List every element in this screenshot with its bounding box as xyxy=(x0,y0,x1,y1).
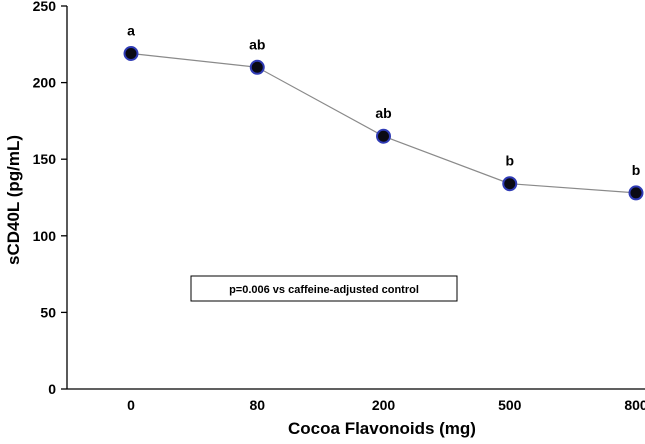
annotation-text: p=0.006 vs caffeine-adjusted control xyxy=(229,284,419,296)
data-point xyxy=(628,185,644,201)
significance-label: ab xyxy=(249,36,265,52)
x-tick-label: 80 xyxy=(249,397,265,413)
significance-label: b xyxy=(505,153,514,169)
significance-label: a xyxy=(127,22,135,38)
significance-label: b xyxy=(632,162,641,178)
x-tick-label: 0 xyxy=(127,397,135,413)
plot-area: 0 50 100 150 200 250 0 80 200 500 800 a ab ab b b xyxy=(33,0,645,413)
data-point xyxy=(123,45,139,61)
data-point xyxy=(376,128,391,144)
y-tick-label: 0 xyxy=(48,381,56,397)
y-axis-title: sCD40L (pg/mL) xyxy=(4,135,23,265)
y-tick-label: 50 xyxy=(40,304,56,320)
significance-label: ab xyxy=(375,105,391,121)
x-tick-label: 500 xyxy=(498,397,522,413)
data-point xyxy=(249,59,265,75)
x-tick-label: 200 xyxy=(372,397,396,413)
x-axis-title: Cocoa Flavonoids (mg) xyxy=(288,419,476,438)
y-tick-label: 200 xyxy=(33,75,57,91)
data-point xyxy=(502,176,518,192)
x-tick-label: 800 xyxy=(624,397,645,413)
y-tick-label: 250 xyxy=(33,0,57,14)
y-tick-label: 100 xyxy=(33,228,57,244)
y-tick-label: 150 xyxy=(33,151,57,167)
series-line xyxy=(130,52,637,194)
annotation-box xyxy=(190,275,458,302)
